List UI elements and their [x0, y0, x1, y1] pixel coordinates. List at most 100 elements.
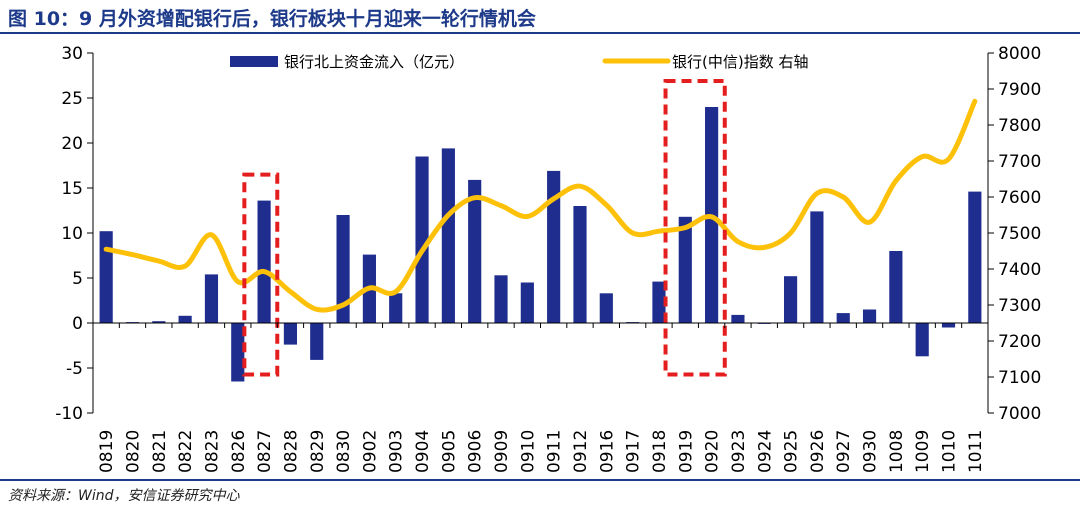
bar-0826: [231, 323, 245, 382]
x-tick-label: 0903: [387, 430, 407, 473]
index-point-0902: [368, 287, 370, 289]
x-tick-label: 0823: [202, 430, 222, 473]
index-point-0828: [289, 291, 291, 293]
bar-0930: [862, 309, 877, 323]
right-tick-label: 8000: [998, 44, 1041, 64]
index-point-0917: [632, 232, 634, 234]
index-point-0923: [737, 241, 739, 243]
x-tick-label: 0926: [808, 430, 828, 473]
index-point-1011: [974, 100, 976, 102]
index-point-0906: [474, 197, 476, 199]
x-tick-label: 1011: [966, 430, 986, 473]
x-tick-label: 0829: [308, 430, 328, 473]
index-point-0829: [316, 308, 318, 310]
bar-0925: [783, 276, 798, 323]
x-tick-label: 0923: [729, 430, 749, 473]
x-tick-label: 0826: [229, 430, 249, 473]
x-tick-label: 0919: [676, 430, 696, 473]
x-tick-label: 0904: [413, 430, 433, 473]
x-tick-label: 0822: [176, 430, 196, 473]
right-tick-label: 7600: [998, 188, 1041, 208]
x-tick-label: 0821: [150, 430, 170, 473]
x-tick-label: 0917: [624, 430, 644, 473]
index-point-0911: [553, 198, 555, 200]
bar-0822: [178, 315, 192, 323]
x-tick-label: 1009: [913, 430, 933, 473]
bar-0916: [599, 293, 613, 323]
index-point-0925: [790, 232, 792, 234]
index-point-0903: [395, 291, 397, 293]
index-point-0823: [210, 234, 212, 236]
index-point-0826: [237, 281, 239, 283]
highlight-box-1: [242, 172, 280, 377]
right-tick-label: 7200: [998, 332, 1041, 352]
index-point-0827: [263, 271, 265, 273]
x-tick-label: 0905: [439, 430, 459, 473]
bar-1009: [915, 323, 929, 357]
index-point-0926: [816, 192, 818, 194]
bar-0923: [731, 314, 745, 323]
bar-0911: [547, 170, 561, 323]
right-tick-label: 7900: [998, 80, 1041, 100]
x-tick-label: 0902: [360, 430, 380, 473]
legend-bar-swatch: [230, 56, 278, 67]
left-tick-label: 5: [72, 269, 83, 289]
right-tick-label: 7400: [998, 260, 1041, 280]
bar-0830: [336, 215, 350, 323]
left-tick-label: 15: [61, 179, 83, 199]
figure-title: 图 10：9 月外资增配银行后，银行板块十月迎来一轮行情机会: [8, 8, 536, 30]
bar-0905: [441, 148, 455, 323]
index-line: [103, 98, 978, 313]
index-point-1008: [895, 180, 897, 182]
bar-0910: [520, 282, 534, 323]
left-tick-label: 10: [61, 224, 83, 244]
index-point-0904: [421, 250, 423, 252]
x-tick-label: 0916: [597, 430, 617, 473]
x-tick-label: 0930: [861, 430, 881, 473]
bar-0926: [810, 211, 824, 323]
left-tick-label: 30: [61, 44, 83, 64]
left-tick-label: -5: [66, 359, 83, 379]
source-divider: [0, 479, 1080, 481]
bar-0828: [283, 323, 298, 345]
x-tick-label: 0910: [518, 430, 538, 473]
bar-1008: [889, 251, 903, 323]
bar-0823: [204, 274, 219, 323]
right-tick-label: 7500: [998, 224, 1041, 244]
index-point-0919: [684, 227, 686, 229]
right-tick-label: 7800: [998, 116, 1041, 136]
x-tick-label: 0830: [334, 430, 354, 473]
index-point-0930: [869, 221, 871, 223]
x-tick-label: 1010: [940, 430, 960, 473]
index-point-0820: [131, 254, 133, 256]
bar-0918: [652, 281, 666, 323]
x-tick-label: 0924: [755, 430, 775, 473]
bar-0912: [573, 206, 587, 323]
index-point-0819: [105, 248, 107, 250]
title-divider: [0, 32, 1080, 34]
bar-0906: [468, 179, 482, 323]
index-point-0924: [763, 246, 765, 248]
bar-0819: [99, 231, 113, 323]
bar-0829: [310, 323, 324, 360]
left-tick-label: 25: [61, 89, 83, 109]
index-point-0918: [658, 230, 660, 232]
x-tick-label: 0820: [123, 430, 143, 473]
bar-0821: [152, 321, 166, 323]
chart: -10 -5 0 5 10 15 20 25 30 7000 7100 7200 7300 7400 750…: [55, 44, 1041, 473]
bar-0827: [257, 200, 271, 323]
index-point-0905: [447, 214, 449, 216]
index-point-0916: [605, 204, 607, 206]
left-tick-label: 0: [72, 314, 83, 334]
left-tick-label: -10: [55, 404, 83, 424]
index-point-0821: [158, 260, 160, 262]
legend-line-label: 银行(中信)指数 右轴: [672, 53, 808, 71]
legend-bar-label: 银行北上资金流入（亿元）: [284, 53, 464, 71]
index-point-0830: [342, 304, 344, 306]
index-point-0909: [500, 205, 502, 207]
index-point-1010: [948, 158, 950, 160]
right-tick-label: 7100: [998, 368, 1041, 388]
bar-0909: [494, 275, 508, 323]
x-tick-label: 0827: [255, 430, 275, 473]
index-point-0927: [842, 196, 844, 198]
